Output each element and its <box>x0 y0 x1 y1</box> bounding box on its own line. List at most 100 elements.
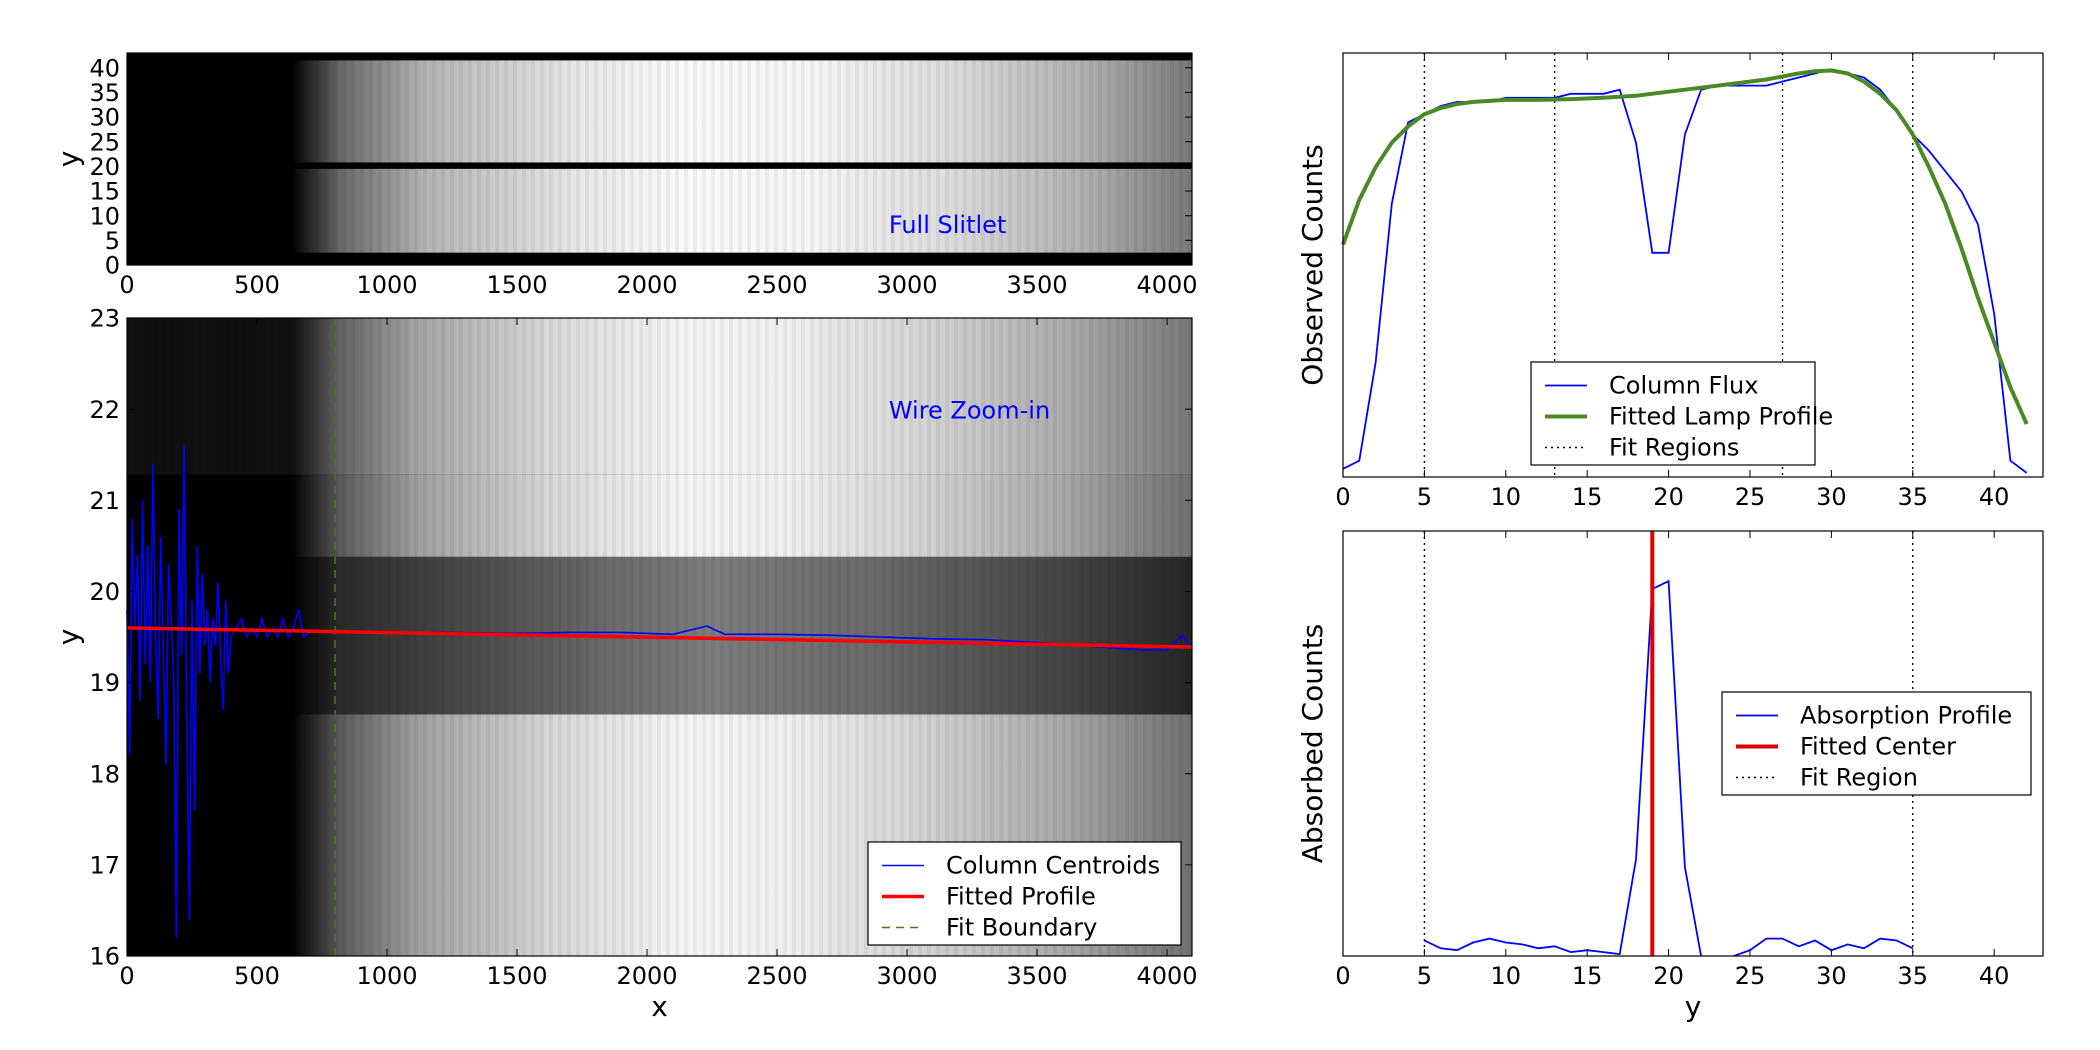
x-tick-label: 30 <box>1816 962 1847 990</box>
y-tick-label: 10 <box>89 202 120 230</box>
x-axis-label: y <box>1685 990 1702 1023</box>
y-tick-label: 40 <box>89 54 120 82</box>
x-tick-label: 0 <box>1335 483 1350 511</box>
absorption-profile-line <box>1733 937 1914 957</box>
x-tick-label: 500 <box>234 962 280 990</box>
x-tick-label: 0 <box>119 271 134 299</box>
legend-box <box>1530 361 1816 466</box>
y-tick-label: 20 <box>89 153 120 181</box>
x-tick-label: 0 <box>119 962 134 990</box>
legend: Absorption Profile Fitted Center Fit Regio… <box>1721 691 2032 796</box>
x-tick-label: 3000 <box>876 962 937 990</box>
legend: Column Flux Fitted Lamp Profile Fit Region… <box>1530 361 1833 466</box>
y-tick-label: 25 <box>89 128 120 156</box>
y-tick-label: 18 <box>89 760 120 788</box>
x-tick-label: 3000 <box>876 271 937 299</box>
x-tick-label: 1000 <box>356 962 417 990</box>
absorbed-counts-panel: 0 5 10 15 20 25 30 35 40 Absorbed Counts y Absor… <box>1296 530 2044 1023</box>
x-tick-label: 10 <box>1491 483 1522 511</box>
y-axis-label: Absorbed Counts <box>1296 624 1329 864</box>
y-tick-label: 17 <box>89 851 120 879</box>
legend-label: Fitted Profile <box>946 883 1096 911</box>
x-tick-label: 25 <box>1735 962 1766 990</box>
y-tick-label: 0 <box>105 252 120 280</box>
x-tick-label: 30 <box>1816 483 1847 511</box>
legend-label: Fitted Center <box>1800 733 1956 761</box>
x-tick-label: 10 <box>1491 962 1522 990</box>
column-stripes <box>127 556 1192 715</box>
x-tick-label: 4000 <box>1137 271 1198 299</box>
y-tick-label: 15 <box>89 178 120 206</box>
axis-ticks: 0 500 1000 1500 2000 2500 3000 3500 400005101520… <box>89 53 1198 299</box>
x-tick-label: 5 <box>1417 962 1432 990</box>
y-tick-label: 20 <box>89 578 120 606</box>
plot-frame <box>126 52 1193 266</box>
y-axis-label: y <box>52 151 85 168</box>
x-tick-label: 35 <box>1897 483 1928 511</box>
observed-counts-panel: 0 5 10 15 20 25 30 35 40 Observed Counts Column … <box>1296 52 2044 511</box>
x-tick-label: 40 <box>1979 962 2010 990</box>
legend-label: Absorption Profile <box>1800 702 2012 730</box>
full-slitlet-panel: 0 500 1000 1500 2000 2500 3000 3500 400005101520… <box>52 52 1198 299</box>
x-tick-label: 20 <box>1653 962 1684 990</box>
column-stripes <box>127 168 1192 253</box>
plot-frame <box>1342 52 2044 478</box>
x-tick-label: 1000 <box>356 271 417 299</box>
legend-label: Column Centroids <box>946 852 1160 880</box>
axis-ticks: 0 5 10 15 20 25 30 35 40 <box>1335 531 2009 990</box>
y-tick-label: 21 <box>89 487 120 515</box>
legend-label: Column Flux <box>1609 372 1758 400</box>
axis-ticks: 0 500 1000 1500 2000 2500 3000 3500 4000 16 17 18 19… <box>89 305 1197 990</box>
y-axis-label: Observed Counts <box>1296 144 1329 385</box>
x-tick-label: 0 <box>1335 962 1350 990</box>
x-tick-label: 4000 <box>1137 962 1198 990</box>
slitlet-image <box>127 53 1192 265</box>
x-tick-label: 15 <box>1572 483 1603 511</box>
plot-frame <box>1342 530 2044 957</box>
x-tick-label: 1500 <box>486 271 547 299</box>
y-tick-label: 16 <box>89 943 120 971</box>
column-stripes <box>127 60 1192 163</box>
x-tick-label: 2500 <box>746 962 807 990</box>
x-tick-label: 15 <box>1572 962 1603 990</box>
x-tick-label: 500 <box>234 271 280 299</box>
absorption-profile-line <box>1424 579 1702 957</box>
legend: Column Centroids Fitted Profile Fit Bounda… <box>867 841 1182 946</box>
x-tick-label: 5 <box>1417 483 1432 511</box>
x-tick-label: 2000 <box>616 962 677 990</box>
fitted-profile-line <box>126 626 1193 649</box>
x-tick-label: 2000 <box>616 271 677 299</box>
y-tick-label: 35 <box>89 79 120 107</box>
legend-label: Fit Regions <box>1609 434 1739 462</box>
y-axis-label: y <box>52 629 85 646</box>
y-tick-label: 23 <box>89 305 120 333</box>
x-tick-label: 25 <box>1735 483 1766 511</box>
series-lines <box>1341 53 2029 477</box>
wire-zoom-panel: 0 500 1000 1500 2000 2500 3000 3500 4000 16 17 18 19… <box>52 305 1198 1023</box>
x-axis-label: x <box>651 990 668 1023</box>
x-tick-label: 1500 <box>486 962 547 990</box>
panel-annotation: Full Slitlet <box>889 211 1007 239</box>
fitted-lamp-profile-line <box>1341 68 2029 425</box>
x-tick-label: 35 <box>1897 962 1928 990</box>
x-tick-label: 3500 <box>1006 962 1067 990</box>
y-tick-label: 5 <box>105 227 120 255</box>
legend-label: Fitted Lamp Profile <box>1609 403 1833 431</box>
column-stripes <box>127 474 1192 557</box>
panel-annotation: Wire Zoom-in <box>889 396 1050 424</box>
y-tick-label: 19 <box>89 669 120 697</box>
y-tick-label: 30 <box>89 104 120 132</box>
axis-ticks: 0 5 10 15 20 25 30 35 40 <box>1335 53 2009 511</box>
x-tick-label: 3500 <box>1006 271 1067 299</box>
legend-label: Fit Region <box>1800 764 1918 792</box>
x-tick-label: 2500 <box>746 271 807 299</box>
legend-label: Fit Boundary <box>946 914 1097 942</box>
series-lines <box>126 318 1193 956</box>
plot-frame <box>126 317 1193 957</box>
x-tick-label: 40 <box>1979 483 2010 511</box>
series-lines <box>1423 531 1914 957</box>
y-tick-label: 22 <box>89 396 120 424</box>
x-tick-label: 20 <box>1653 483 1684 511</box>
column-stripes <box>127 318 1192 475</box>
